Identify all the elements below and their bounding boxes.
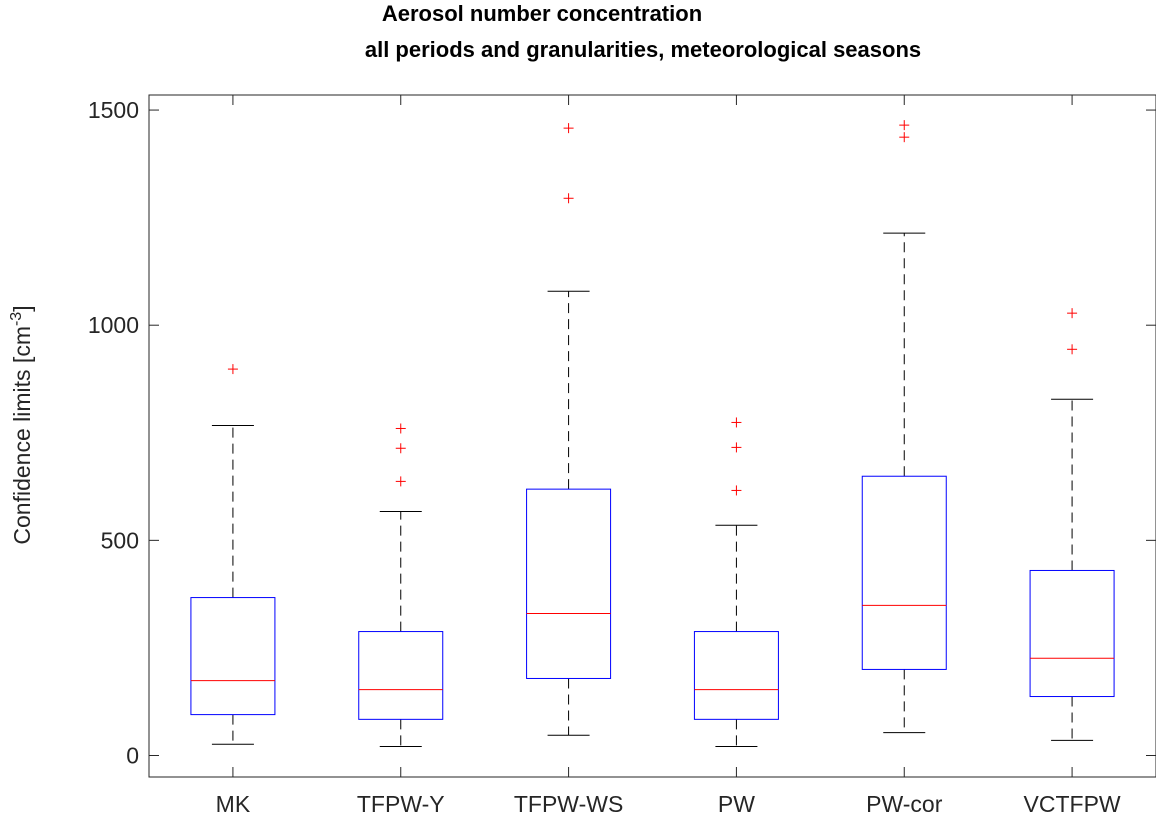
outlier-marker <box>899 120 910 131</box>
outlier-marker <box>563 123 574 134</box>
box-group-tfpw-y <box>358 423 444 747</box>
x-tick-label: PW-cor <box>866 791 943 815</box>
y-tick-label: 0 <box>126 742 139 768</box>
y-tick-label: 1000 <box>88 312 139 338</box>
outlier-marker <box>1067 344 1078 355</box>
box-iqr <box>861 475 947 670</box>
box-iqr <box>190 597 276 716</box>
outlier-marker <box>731 442 742 453</box>
outlier-marker <box>899 132 910 143</box>
box-iqr <box>526 488 612 679</box>
outlier-marker <box>731 417 742 428</box>
box-group-tfpw-ws <box>526 123 612 736</box>
x-tick-label: VCTFPW <box>1024 791 1121 815</box>
y-axis-label-end: ] <box>9 305 35 311</box>
outlier-marker <box>395 423 406 434</box>
x-tick-label: MK <box>216 791 251 815</box>
box-group-pw-cor <box>861 120 947 734</box>
box-iqr <box>693 631 779 720</box>
x-tick-label: PW <box>718 791 755 815</box>
x-tick-label: TFPW-Y <box>357 791 445 815</box>
y-axis-label-main: Confidence limits [cm <box>9 326 35 545</box>
y-tick-label: 500 <box>101 527 139 553</box>
box-group-pw <box>693 417 779 747</box>
box-group-mk <box>190 364 276 745</box>
outlier-marker <box>563 193 574 204</box>
plot-area <box>148 94 1156 778</box>
outlier-marker <box>731 485 742 496</box>
y-tick-label: 1500 <box>88 97 139 123</box>
box-iqr <box>1029 569 1115 698</box>
box-group-vctfpw <box>1029 308 1115 741</box>
chart-title-line1: Aerosol number concentration <box>382 1 702 26</box>
x-tick-label: TFPW-WS <box>514 791 623 815</box>
outlier-marker <box>227 364 238 375</box>
outlier-marker <box>395 476 406 487</box>
y-axis-label: Confidence limits [cm-3] <box>8 305 35 544</box>
outlier-marker <box>1067 308 1078 319</box>
box-iqr <box>358 631 444 720</box>
outlier-marker <box>395 443 406 454</box>
y-axis-label-sup: -3 <box>8 312 25 326</box>
chart-title-line2: all periods and granularities, meteorolo… <box>365 37 921 62</box>
